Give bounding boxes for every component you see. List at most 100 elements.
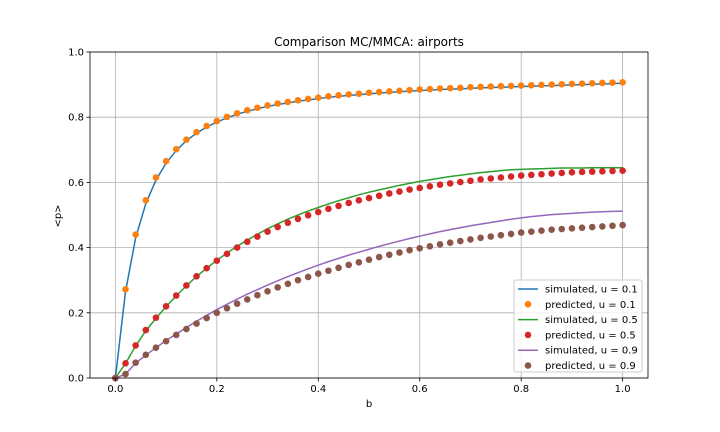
data-point-predicted-u-0-1 [416,86,424,93]
x-tick-label: 0.4 [310,384,326,395]
data-point-predicted-u-0-1 [314,94,322,101]
y-tick-label: 0.4 [68,243,84,254]
series-line-simulated-u-0-9 [115,210,623,379]
data-point-predicted-u-0-9 [304,273,312,281]
y-tick-label: 0.8 [68,113,84,124]
x-tick-label: 0.2 [209,384,225,395]
data-point-predicted-u-0-5 [183,282,190,289]
data-point-predicted-u-0-1 [477,83,484,91]
data-point-predicted-u-0-1 [548,81,555,88]
data-point-predicted-u-0-5 [599,168,606,175]
legend-marker-swatch [524,362,532,369]
data-point-predicted-u-0-5 [264,228,271,235]
y-axis-label: <p> [53,204,64,227]
data-point-predicted-u-0-5 [325,205,332,213]
data-point-predicted-u-0-1 [436,85,444,92]
data-point-predicted-u-0-5 [122,360,129,367]
data-point-predicted-u-0-9 [609,222,616,230]
y-tick-label: 0.0 [68,374,84,385]
data-point-predicted-u-0-9 [243,296,251,303]
data-point-predicted-u-0-9 [538,227,545,234]
data-point-predicted-u-0-9 [528,228,535,235]
y-tick-label: 0.2 [68,308,84,319]
data-point-predicted-u-0-9 [345,261,353,269]
data-point-predicted-u-0-5 [284,219,292,227]
data-point-predicted-u-0-9 [446,239,454,247]
data-point-predicted-u-0-1 [213,117,221,125]
data-point-predicted-u-0-1 [517,82,525,89]
data-point-predicted-u-0-1 [122,286,129,293]
data-point-predicted-u-0-5 [528,171,535,179]
data-point-predicted-u-0-9 [497,231,505,239]
data-point-predicted-u-0-9 [517,229,525,236]
data-point-predicted-u-0-9 [568,225,576,232]
data-point-predicted-u-0-5 [243,238,251,246]
data-point-predicted-u-0-5 [426,183,434,190]
data-point-predicted-u-0-9 [274,284,281,291]
data-point-predicted-u-0-9 [396,249,403,256]
data-point-predicted-u-0-9 [406,246,413,254]
data-point-predicted-u-0-5 [457,178,464,186]
data-point-predicted-u-0-9 [507,230,515,238]
data-point-predicted-u-0-9 [365,256,373,263]
x-axis-label: b [366,399,372,410]
data-point-predicted-u-0-9 [122,370,129,378]
data-point-predicted-u-0-9 [385,251,393,259]
data-point-predicted-u-0-1 [365,89,373,97]
data-point-predicted-u-0-1 [193,128,200,136]
data-point-predicted-u-0-1 [588,80,596,87]
data-point-predicted-u-0-9 [172,331,180,339]
data-point-predicted-u-0-5 [396,188,403,195]
legend-entry-label: simulated, u = 0.9 [545,346,638,357]
data-point-predicted-u-0-1 [345,91,353,98]
data-point-predicted-u-0-5 [203,264,210,272]
data-point-predicted-u-0-5 [314,208,322,216]
plot-frame [89,51,649,379]
data-point-predicted-u-0-5 [568,168,576,176]
data-point-predicted-u-0-5 [304,212,312,219]
x-tick-label: 1.0 [615,384,631,395]
data-point-predicted-u-0-5 [132,342,139,349]
data-point-predicted-u-0-9 [355,258,363,266]
data-point-predicted-u-0-9 [132,359,139,366]
legend-entry-label: simulated, u = 0.5 [545,315,638,326]
data-point-predicted-u-0-1 [497,82,505,90]
data-point-predicted-u-0-5 [467,177,474,185]
data-point-predicted-u-0-9 [457,237,464,245]
data-point-predicted-u-0-9 [477,234,484,242]
x-tick-label: 0.8 [513,384,529,395]
data-point-predicted-u-0-5 [375,192,383,200]
data-point-predicted-u-0-1 [274,100,281,107]
data-point-predicted-u-0-5 [254,233,261,240]
data-point-predicted-u-0-1 [528,81,535,89]
data-point-predicted-u-0-1 [609,79,616,86]
data-point-predicted-u-0-1 [355,90,363,98]
ticks: 0.0 0.2 0.4 0.6 0.8 1.0 0.0 0.2 0.4 0.6 0.8 1.0 [68,48,630,396]
data-point-predicted-u-0-5 [477,176,484,183]
data-point-predicted-u-0-9 [203,314,210,322]
data-point-predicted-u-0-5 [416,184,424,192]
data-point-predicted-u-0-5 [548,170,555,177]
data-point-predicted-u-0-5 [213,257,221,264]
data-point-predicted-u-0-1 [325,93,332,100]
data-point-predicted-u-0-9 [619,221,626,229]
data-point-predicted-u-0-9 [335,264,342,272]
data-point-predicted-u-0-1 [507,82,515,90]
data-point-predicted-u-0-1 [568,80,576,88]
data-point-predicted-u-0-5 [172,292,180,299]
data-point-predicted-u-0-5 [517,172,525,179]
data-point-predicted-u-0-1 [538,81,545,89]
data-point-predicted-u-0-9 [284,280,292,288]
data-point-predicted-u-0-9 [599,223,606,230]
data-point-predicted-u-0-1 [132,231,139,238]
legend-box [513,279,643,373]
y-tick-label: 0.6 [68,178,84,189]
data-point-predicted-u-0-1 [558,80,566,88]
data-point-predicted-u-0-5 [609,167,616,175]
data-point-predicted-u-0-9 [467,236,474,243]
data-point-predicted-u-0-5 [335,202,342,210]
x-tick-label: 0.0 [107,384,123,395]
data-point-predicted-u-0-5 [142,326,150,334]
data-point-predicted-u-0-5 [365,194,373,202]
